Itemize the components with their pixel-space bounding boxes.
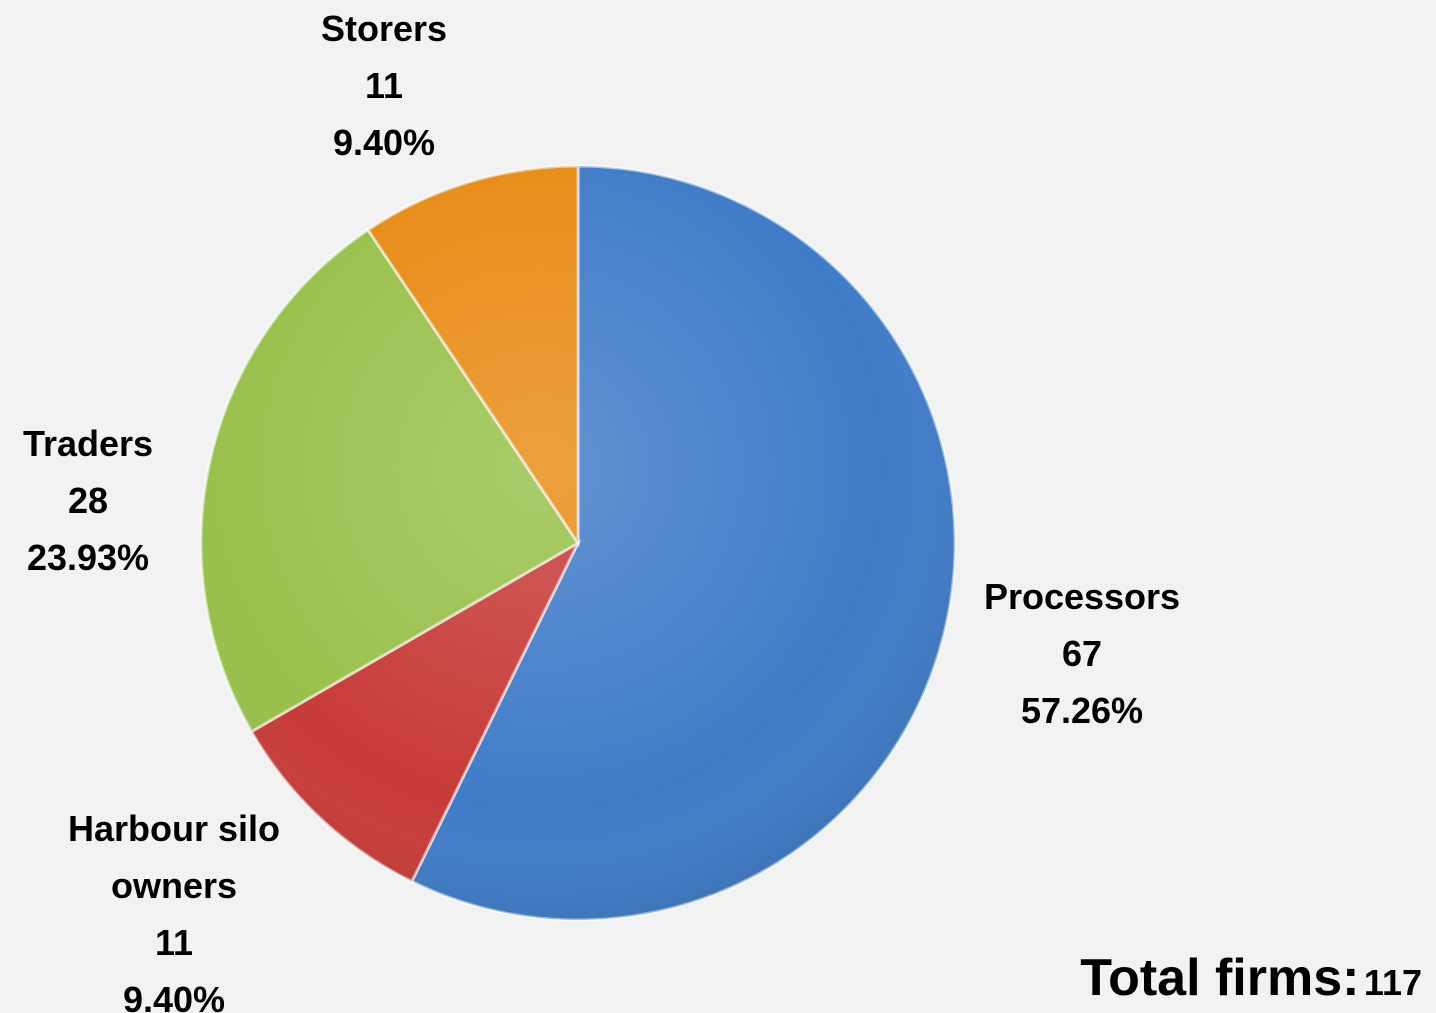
slice-label-processors: Processors 67 57.26%: [984, 568, 1180, 739]
total-value: 117: [1363, 962, 1422, 1003]
slice-name: Traders: [22, 423, 154, 464]
total-label: Total firms:: [1080, 949, 1360, 1007]
slice-value: 67: [1061, 633, 1103, 674]
slice-label-storers: Storers 11 9.40%: [321, 0, 447, 171]
slice-name-line: owners: [110, 865, 238, 906]
slice-name: Storers: [320, 8, 448, 49]
slice-value: 11: [154, 922, 194, 963]
slice-percent: 23.93%: [26, 537, 150, 578]
slice-name: Processors: [983, 576, 1181, 617]
slice-value: 28: [67, 480, 109, 521]
slice-label-harbour-silo-owners: Harbour silo owners 11 9.40%: [68, 800, 280, 1013]
slice-name-line: Harbour silo: [67, 808, 281, 849]
total-firms: Total firms: 117: [1080, 948, 1422, 1008]
slice-label-traders: Traders 28 23.93%: [23, 415, 153, 586]
slice-percent: 9.40%: [122, 979, 226, 1013]
slice-value: 11: [364, 65, 404, 106]
slice-percent: 9.40%: [332, 122, 436, 163]
slice-percent: 57.26%: [1020, 690, 1144, 731]
